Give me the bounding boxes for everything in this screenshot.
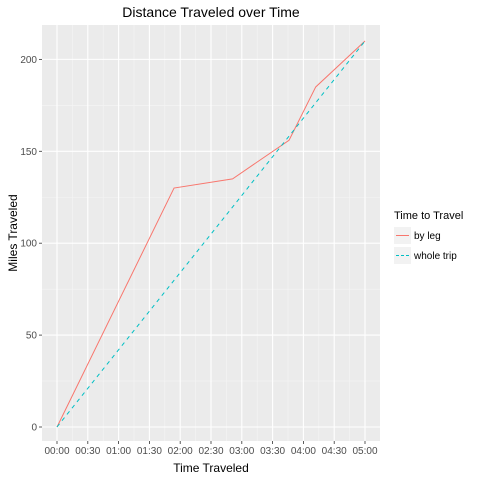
series-line-by-leg [56,40,366,428]
x-tick-label: 01:30 [137,446,162,457]
y-axis: 0 50 100 150 200 [20,55,42,434]
x-tick-label: 04:30 [322,446,347,457]
y-tick-label: 0 [31,423,37,434]
x-axis-title: Time Traveled [173,461,249,475]
major-gridlines [42,25,380,441]
x-tick-label: 03:00 [229,446,254,457]
x-tick-label: 02:00 [168,446,193,457]
x-tick-label: 04:00 [291,446,316,457]
chart-title: Distance Traveled over Time [122,4,300,20]
x-tick-label: 00:30 [75,446,100,457]
y-tick-label: 200 [20,55,37,66]
x-tick-label: 05:00 [352,446,377,457]
legend-title: Time to Travel [394,210,463,222]
legend: Time to Travel by leg whole trip [394,210,463,264]
series-line-whole-trip [56,40,366,428]
x-axis: 00:00 00:30 01:00 01:30 02:00 02:30 03:00 03:30… [44,441,378,457]
y-axis-title: Miles Traveled [6,194,20,271]
series-lines [56,40,366,428]
y-tick-label: 50 [26,331,38,342]
y-tick-label: 100 [20,239,37,250]
legend-label: whole trip [413,251,457,262]
legend-label: by leg [414,231,441,242]
y-tick-label: 150 [20,147,37,158]
x-tick-label: 02:30 [198,446,223,457]
x-tick-label: 03:30 [260,446,285,457]
x-tick-label: 00:00 [44,446,69,457]
x-tick-label: 01:00 [106,446,131,457]
